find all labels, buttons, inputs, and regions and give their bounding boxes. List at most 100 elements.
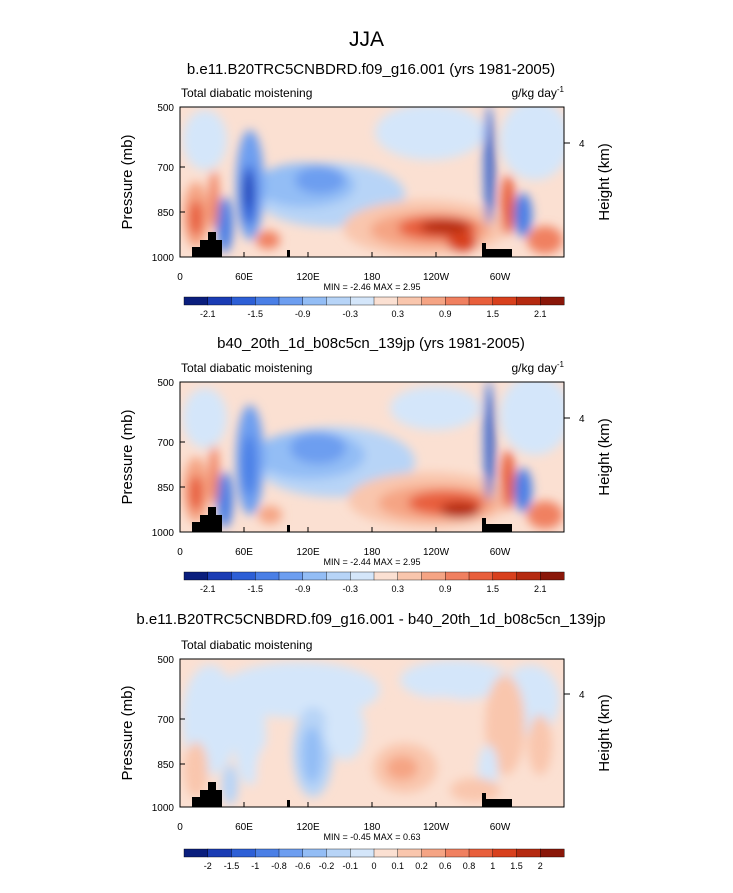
colorbar-swatch bbox=[326, 848, 351, 858]
colorbar-swatch bbox=[207, 848, 232, 858]
colorbar-swatch bbox=[231, 296, 256, 306]
contour-field bbox=[180, 659, 564, 807]
y-tick-label: 500 bbox=[157, 378, 174, 389]
colorbar-swatch bbox=[421, 848, 446, 858]
colorbar-swatch bbox=[255, 571, 280, 581]
x-tick-label: 0 bbox=[177, 822, 183, 833]
colorbar-tick-label: -0.3 bbox=[342, 309, 358, 319]
colorbar-tick-label: -0.3 bbox=[342, 584, 358, 594]
colorbar-tick-label: 0.2 bbox=[415, 861, 428, 871]
x-tick-label: 120W bbox=[423, 272, 450, 283]
y-tick-label: 700 bbox=[157, 715, 174, 726]
panel-1: b.e11.B20TRC5CNBDRD.f09_g16.001 (yrs 198… bbox=[119, 61, 613, 319]
variable-label: Total diabatic moistening bbox=[181, 638, 312, 652]
colorbar-tick-label: 0.6 bbox=[439, 861, 452, 871]
contour-field bbox=[180, 382, 564, 532]
y-right-axis-title: Height (km) bbox=[596, 694, 613, 772]
colorbar-swatch bbox=[183, 848, 209, 858]
colorbar-tick-label: 0.9 bbox=[439, 309, 452, 319]
y-tick-label: 1000 bbox=[152, 253, 175, 264]
colorbar-swatch bbox=[516, 296, 541, 306]
panel-title: b40_20th_1d_b08c5cn_139jp (yrs 1981-2005… bbox=[217, 335, 525, 352]
colorbar: -2 -1.5 -1 -0.8 -0.6 -0.2 -0.1 0 0.1 0.2 0.6 0.8 1 1.… bbox=[183, 848, 565, 871]
x-tick-label: 120E bbox=[296, 272, 320, 283]
colorbar-swatch bbox=[255, 848, 280, 858]
colorbar-swatch bbox=[302, 848, 327, 858]
panel-3: b.e11.B20TRC5CNBDRD.f09_g16.001 - b40_20… bbox=[119, 611, 613, 871]
y-tick-label: 500 bbox=[157, 655, 174, 666]
x-tick-label: 180 bbox=[364, 822, 381, 833]
x-tick-label: 60W bbox=[490, 272, 511, 283]
colorbar-swatch bbox=[326, 296, 351, 306]
colorbar-swatch bbox=[540, 571, 565, 581]
colorbar-swatch bbox=[255, 296, 280, 306]
colorbar-tick-label: 0.3 bbox=[391, 584, 404, 594]
colorbar-swatch bbox=[445, 848, 470, 858]
colorbar-tick-label: -1.5 bbox=[247, 584, 263, 594]
colorbar-tick-label: 2 bbox=[538, 861, 543, 871]
colorbar-swatch bbox=[373, 296, 399, 306]
colorbar-swatch bbox=[421, 296, 446, 306]
contour-field bbox=[180, 107, 564, 257]
x-tick-label: 0 bbox=[177, 272, 183, 283]
y-axis-right: 4 Height (km) bbox=[564, 139, 613, 221]
colorbar-tick-label: 1 bbox=[490, 861, 495, 871]
y-axis: 500 700 850 1000 Pressure (mb) bbox=[119, 378, 185, 539]
colorbar-tick-label: -0.6 bbox=[295, 861, 311, 871]
x-tick-label: 60E bbox=[235, 272, 253, 283]
colorbar-tick-label: -1.5 bbox=[247, 309, 263, 319]
colorbar-swatch bbox=[350, 848, 375, 858]
colorbar-tick-label: 2.1 bbox=[534, 584, 547, 594]
y-right-tick-label: 4 bbox=[579, 414, 585, 425]
colorbar-swatch bbox=[397, 571, 422, 581]
x-tick-label: 60W bbox=[490, 822, 511, 833]
units-label: g/kg day-1 bbox=[512, 85, 565, 100]
y-right-tick-label: 4 bbox=[579, 690, 585, 701]
colorbar-swatch bbox=[326, 571, 351, 581]
colorbar-swatch bbox=[492, 848, 517, 858]
colorbar-tick-label: -1.5 bbox=[224, 861, 240, 871]
min-max-stats: MIN = -0.45 MAX = 0.63 bbox=[323, 832, 420, 842]
min-max-stats: MIN = -2.44 MAX = 2.95 bbox=[323, 557, 420, 567]
x-tick-label: 120W bbox=[423, 822, 450, 833]
y-tick-label: 700 bbox=[157, 438, 174, 449]
colorbar-tick-label: -1 bbox=[251, 861, 259, 871]
panel-title: b.e11.B20TRC5CNBDRD.f09_g16.001 - b40_20… bbox=[136, 611, 605, 628]
panel-2: b40_20th_1d_b08c5cn_139jp (yrs 1981-2005… bbox=[119, 335, 613, 594]
y-tick-label: 1000 bbox=[152, 803, 175, 814]
colorbar-swatch bbox=[540, 296, 565, 306]
y-axis-right: 4 Height (km) bbox=[564, 414, 613, 496]
colorbar-tick-label: -0.1 bbox=[342, 861, 358, 871]
colorbar-swatch bbox=[278, 296, 304, 306]
y-right-tick-label: 4 bbox=[579, 139, 585, 150]
colorbar-swatch bbox=[373, 848, 399, 858]
x-tick-label: 180 bbox=[364, 272, 381, 283]
colorbar-swatch bbox=[207, 296, 232, 306]
colorbar-tick-label: 1.5 bbox=[510, 861, 523, 871]
variable-label: Total diabatic moistening bbox=[181, 361, 312, 375]
colorbar-swatch bbox=[183, 571, 209, 581]
y-axis: 500 700 850 1000 Pressure (mb) bbox=[119, 103, 185, 264]
colorbar-swatch bbox=[468, 571, 494, 581]
panel-title: b.e11.B20TRC5CNBDRD.f09_g16.001 (yrs 198… bbox=[187, 61, 555, 78]
x-tick-label: 120E bbox=[296, 822, 320, 833]
colorbar-swatch bbox=[350, 296, 375, 306]
page-title: JJA bbox=[349, 28, 384, 51]
y-tick-label: 850 bbox=[157, 483, 174, 494]
y-axis-title: Pressure (mb) bbox=[119, 409, 136, 504]
x-axis: 0 60E 120E 180 120W 60W bbox=[177, 802, 511, 833]
x-axis: 0 60E 120E 180 120W 60W bbox=[177, 252, 511, 283]
x-tick-label: 0 bbox=[177, 547, 183, 558]
y-axis-title: Pressure (mb) bbox=[119, 134, 136, 229]
x-tick-label: 60E bbox=[235, 822, 253, 833]
colorbar-tick-label: -0.9 bbox=[295, 584, 311, 594]
min-max-stats: MIN = -2.46 MAX = 2.95 bbox=[323, 282, 420, 292]
colorbar-swatch bbox=[278, 848, 304, 858]
y-tick-label: 850 bbox=[157, 208, 174, 219]
x-tick-label: 120W bbox=[423, 547, 450, 558]
x-axis: 0 60E 120E 180 120W 60W bbox=[177, 527, 511, 558]
colorbar-tick-label: 0 bbox=[371, 861, 376, 871]
colorbar-tick-label: -0.2 bbox=[319, 861, 335, 871]
units-label: g/kg day-1 bbox=[512, 360, 565, 375]
